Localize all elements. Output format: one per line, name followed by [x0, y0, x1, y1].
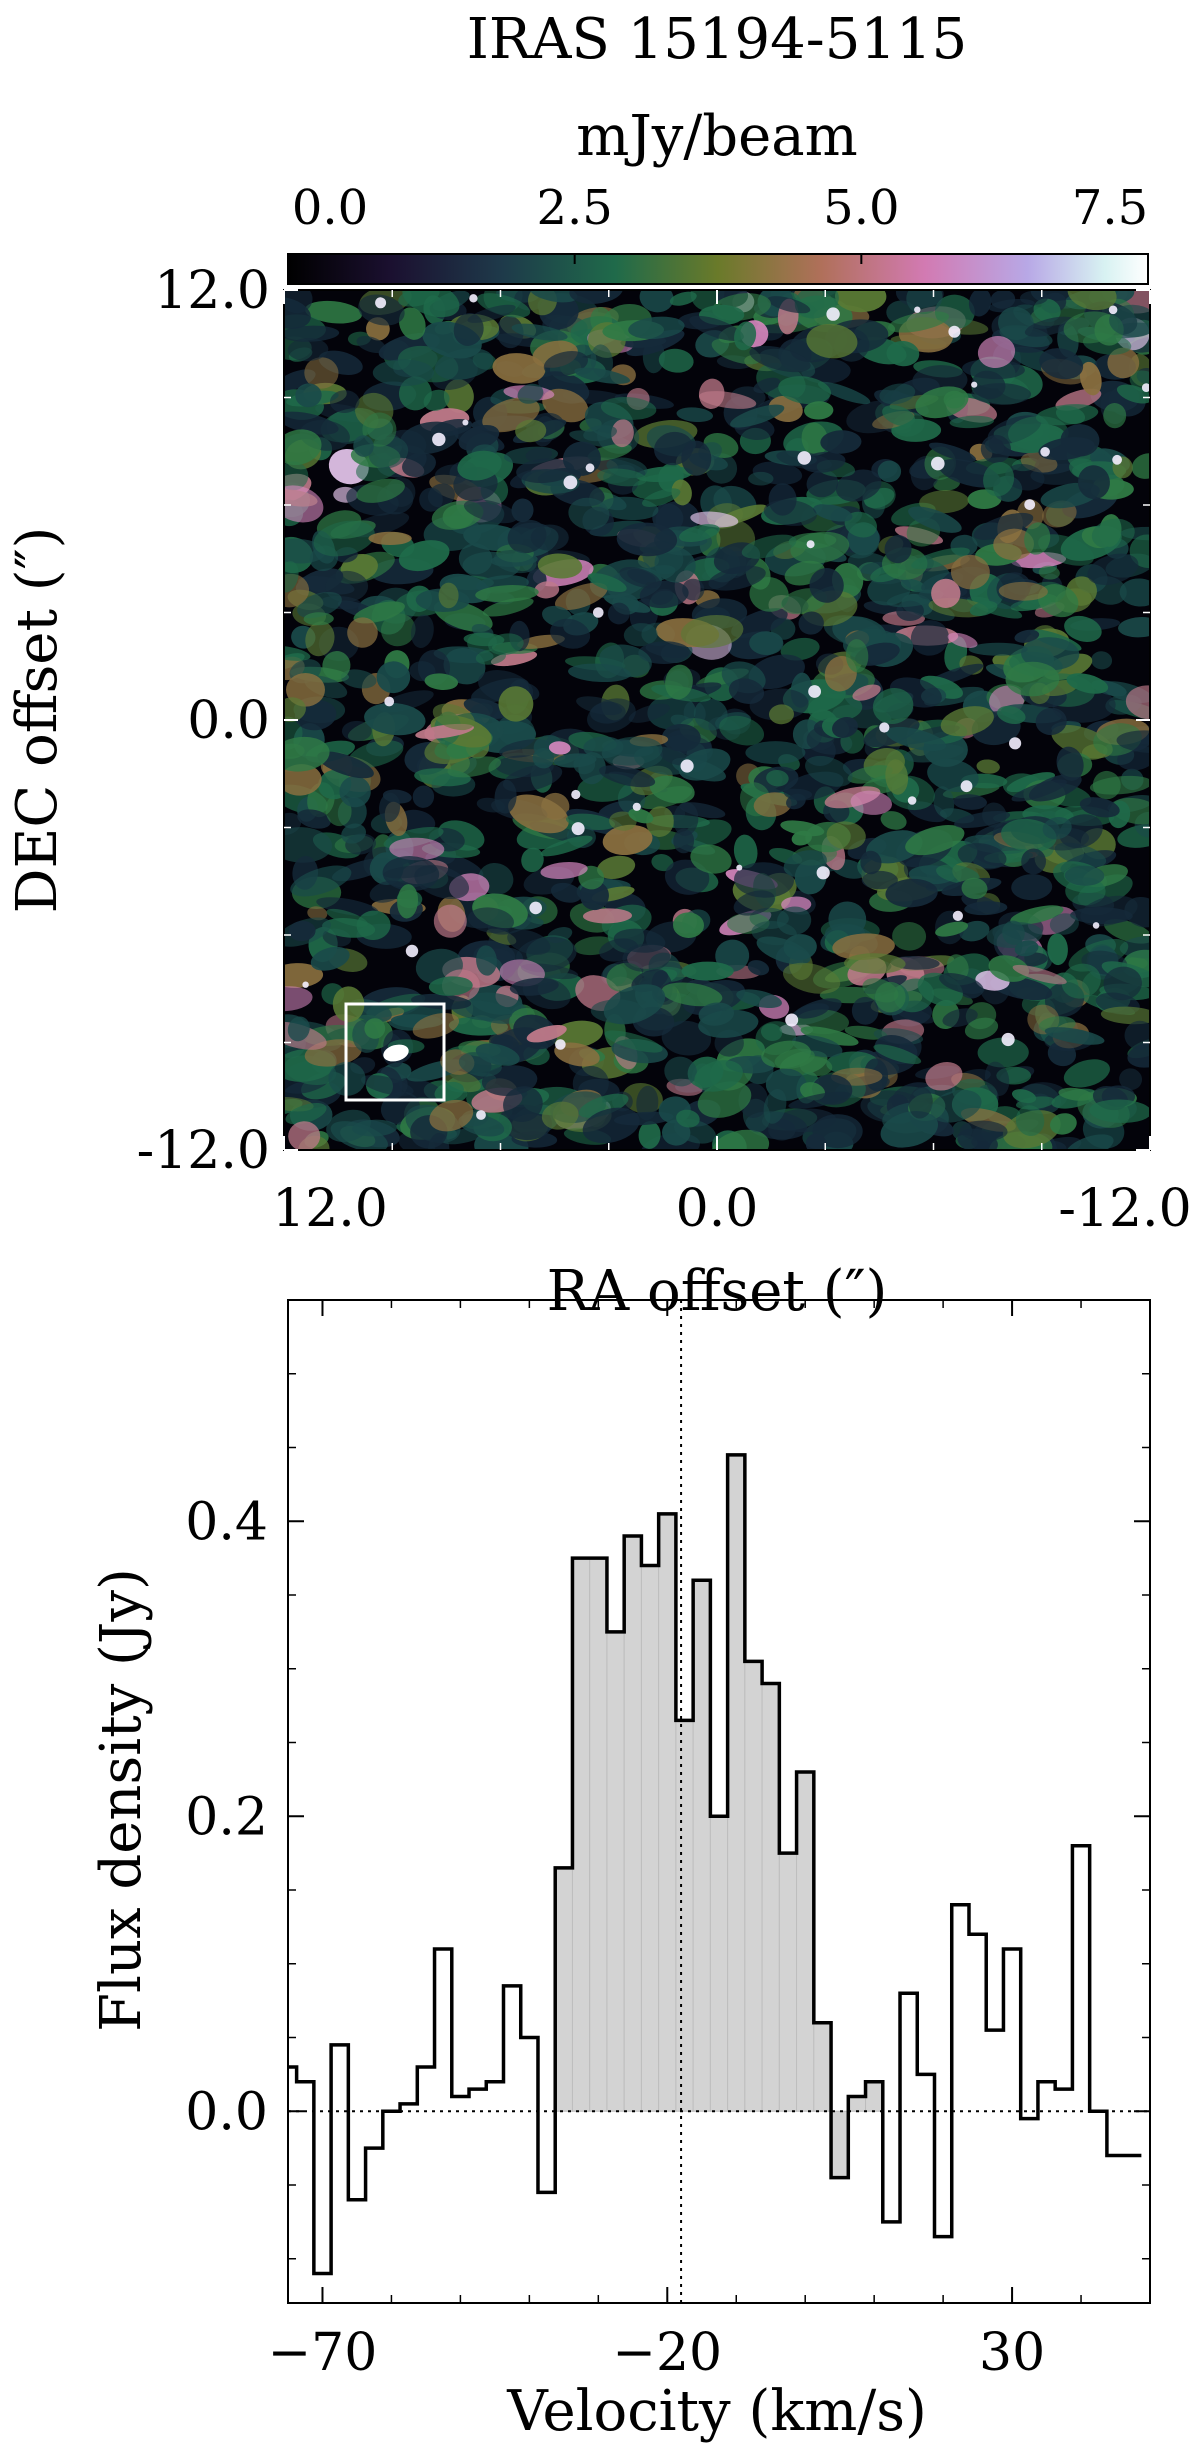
spectrum-x-tick-label: 30: [979, 2323, 1045, 2383]
map-y-tick-label: -12.0: [137, 1121, 270, 1181]
spectrum-bar: [589, 1557, 608, 2112]
map-title: IRAS 15194-5115: [467, 7, 967, 72]
spectrum-bar: [778, 1852, 798, 2112]
spectrum-step-line: [288, 1453, 1142, 2276]
map-x-tick-label: 0.0: [676, 1179, 759, 1239]
beam-ellipse: [383, 1044, 409, 1062]
map-image: [284, 290, 1150, 1150]
spectrum-bar: [727, 1454, 746, 2112]
spectrum-bar: [623, 1535, 642, 2112]
map-y-axis-label: DEC offset (″): [5, 527, 70, 914]
spectrum-tick-marks: [288, 1300, 1150, 2303]
spectrum-bar: [847, 2096, 867, 2112]
map-x-tick-label: -12.0: [1058, 1179, 1191, 1239]
spectrum-bar: [744, 1660, 763, 2112]
spectrum-x-axis-label: Velocity (km/s): [506, 2379, 927, 2444]
spectrum-frame: [287, 1299, 1151, 2304]
spectrum-bar: [709, 1815, 729, 2112]
colorbar-tick-label: 7.5: [1072, 180, 1148, 236]
map-tick-labels: 12.0 0.0 -12.012.00.0-12.0: [137, 261, 1192, 1239]
spectrum-y-tick-label: 0.2: [185, 1787, 268, 1847]
map-y-tick-label: 12.0: [154, 261, 270, 321]
colorbar-tick-labels: 0.0 2.5 5.0 7.5: [292, 180, 1148, 236]
map-x-axis-label: RA offset (″): [547, 1259, 888, 1324]
spectrum-bar: [761, 1683, 780, 2112]
spectrum-bar: [554, 1867, 573, 2112]
spectrum-bar: [865, 2081, 884, 2112]
map-x-tick-label: 12.0: [272, 1179, 388, 1239]
colorbar-tick-label: 2.5: [536, 180, 612, 236]
spectrum-tick-labels: −70 −20 30 0.0 0.2 0.4: [185, 1492, 1045, 2383]
spectrum-bar: [830, 2110, 849, 2179]
spectrum-y-tick-label: 0.0: [185, 2082, 268, 2142]
spectrum-bar: [796, 1771, 815, 2112]
map-y-tick-label: 0.0: [187, 691, 270, 751]
spectrum-bar: [813, 2022, 832, 2112]
colorbar-tick-label: 0.0: [292, 180, 368, 236]
spectrum-bar: [692, 1579, 711, 2112]
beam-box: [344, 1002, 446, 1102]
colorbar-tick-label: 5.0: [823, 180, 899, 236]
spectrum-x-tick-label: −70: [268, 2323, 378, 2383]
spectrum-bar: [571, 1557, 591, 2112]
spectrum-x-tick-label: −20: [612, 2323, 722, 2383]
colorbar-label: mJy/beam: [576, 104, 858, 169]
spectrum-bar: [658, 1513, 677, 2112]
spectrum-bar: [640, 1565, 660, 2112]
colorbar: [287, 253, 1149, 285]
spectrum-y-tick-label: 0.4: [185, 1492, 268, 1552]
map-tick-marks: [283, 289, 1151, 1151]
colorbar-tick-marks: [287, 254, 1149, 264]
spectrum-y-axis-label: Flux density (Jy): [89, 1568, 154, 2032]
spectrum-bar: [606, 1631, 625, 2112]
spectrum-bar: [675, 1719, 694, 2112]
